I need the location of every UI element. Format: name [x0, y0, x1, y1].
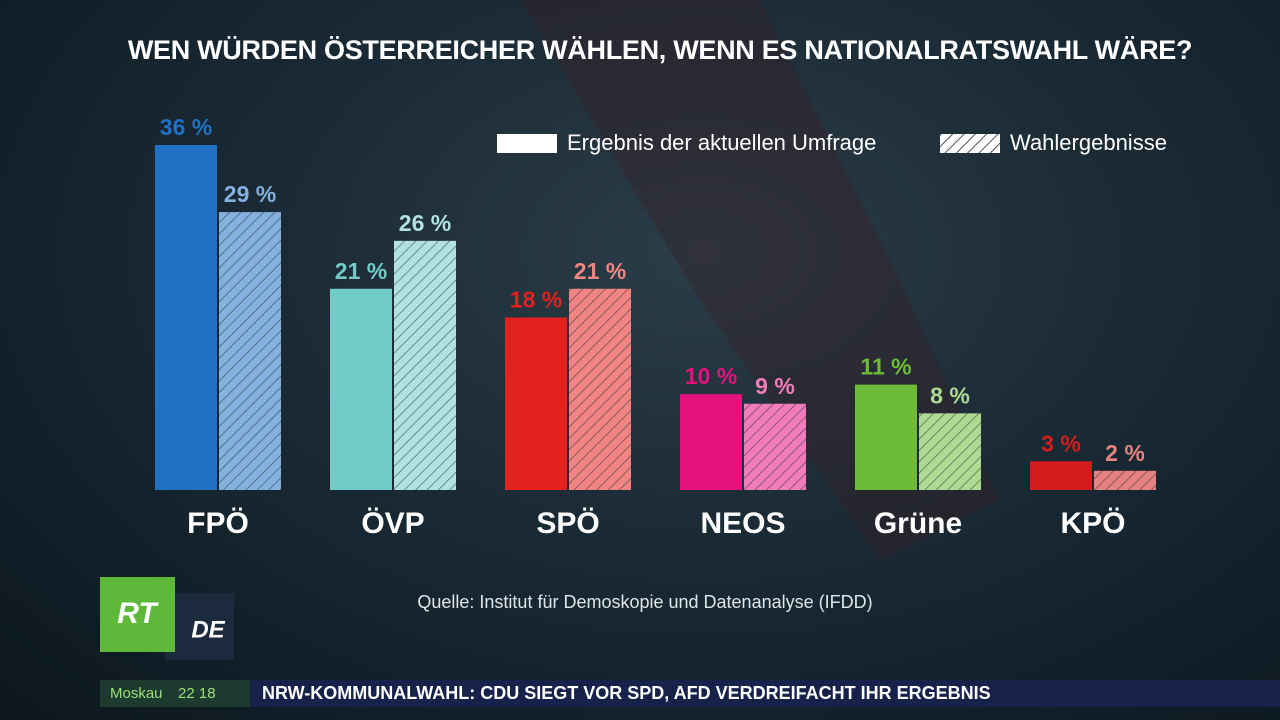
- bar: [569, 288, 631, 490]
- bar: [744, 403, 806, 490]
- bar: [394, 240, 456, 490]
- value-label: 26 %: [399, 210, 451, 236]
- value-label: 2 %: [1105, 440, 1145, 466]
- category-label: NEOS: [700, 507, 785, 540]
- logo-secondary-box: [165, 593, 234, 660]
- bar: [155, 145, 217, 490]
- value-label: 8 %: [930, 382, 970, 408]
- bar: [680, 394, 742, 490]
- logo-primary: RT: [117, 597, 159, 630]
- category-label: FPÖ: [187, 507, 249, 540]
- ticker-time: 22 18: [178, 685, 216, 702]
- value-label: 18 %: [510, 287, 562, 313]
- value-label: 11 %: [860, 354, 911, 380]
- logo-primary-box: [100, 577, 175, 652]
- ticker-clock-box: [100, 680, 250, 707]
- value-label: 10 %: [685, 363, 737, 389]
- legend-label: Wahlergebnisse: [1010, 130, 1167, 155]
- bar: [330, 288, 392, 490]
- chart-title: WEN WÜRDEN ÖSTERREICHER WÄHLEN, WENN ES …: [128, 35, 1192, 65]
- ticker-headline: NRW-KOMMUNALWAHL: CDU SIEGT VOR SPD, AFD…: [262, 683, 991, 703]
- bar: [1030, 461, 1092, 490]
- ticker-city: Moskau: [110, 685, 163, 702]
- ticker-bar: [100, 680, 1280, 707]
- category-label: KPÖ: [1060, 507, 1125, 540]
- value-label: 3 %: [1041, 430, 1081, 456]
- source-note: Quelle: Institut für Demoskopie und Date…: [417, 592, 872, 612]
- bar: [855, 384, 917, 490]
- value-label: 21 %: [335, 258, 387, 284]
- value-label: 36 %: [160, 114, 212, 140]
- value-label: 9 %: [755, 373, 795, 399]
- legend-label: Ergebnis der aktuellen Umfrage: [567, 130, 876, 155]
- category-label: SPÖ: [536, 507, 599, 540]
- legend-swatch-hatched: [940, 134, 1000, 153]
- bar: [919, 413, 981, 490]
- value-label: 21 %: [574, 258, 626, 284]
- bar: [219, 212, 281, 491]
- logo-secondary: DE: [191, 616, 225, 643]
- category-label: ÖVP: [361, 507, 424, 540]
- value-label: 29 %: [224, 181, 276, 207]
- category-label: Grüne: [874, 507, 962, 540]
- legend-swatch-solid: [497, 134, 557, 153]
- bar: [505, 317, 567, 490]
- bar: [1094, 470, 1156, 490]
